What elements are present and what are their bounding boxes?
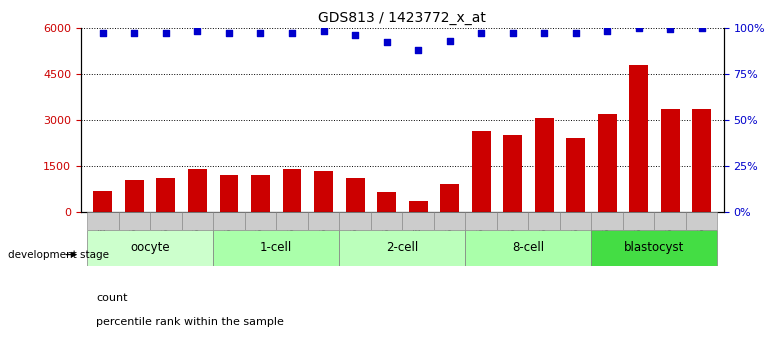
Point (223, 30, 235, 36)
Bar (497, 212, 528, 230)
Bar (686, 212, 718, 230)
Bar (371, 212, 403, 230)
Point (507, 30, 519, 36)
Bar (87, 212, 119, 230)
Text: percentile rank within the sample: percentile rank within the sample (96, 317, 284, 326)
Bar (534, 118, 554, 212)
Point (444, 38, 456, 43)
Text: 2-cell: 2-cell (387, 241, 418, 254)
Point (254, 30, 266, 36)
Point (538, 30, 551, 36)
Bar (566, 138, 585, 212)
Bar (434, 212, 465, 230)
Text: development stage: development stage (8, 250, 109, 259)
Point (475, 30, 487, 36)
Text: count: count (96, 294, 128, 303)
Bar (213, 212, 245, 230)
Point (317, 29, 330, 34)
Bar (409, 201, 427, 212)
Point (570, 30, 582, 36)
Bar (245, 212, 276, 230)
Bar (340, 212, 371, 230)
Point (349, 32, 361, 38)
Bar (340, 230, 465, 266)
Bar (188, 169, 207, 212)
Point (601, 29, 614, 34)
Point (191, 29, 203, 34)
Point (632, 25, 644, 30)
Bar (125, 180, 144, 212)
Title: GDS813 / 1423772_x_at: GDS813 / 1423772_x_at (318, 11, 487, 25)
Point (286, 30, 298, 36)
Bar (528, 212, 560, 230)
Bar (213, 230, 340, 266)
Bar (150, 212, 182, 230)
Bar (403, 212, 434, 230)
Bar (503, 135, 522, 212)
Bar (472, 131, 490, 212)
Bar (591, 212, 623, 230)
Bar (440, 185, 459, 212)
Bar (308, 212, 340, 230)
Bar (591, 230, 718, 266)
Point (380, 40, 393, 45)
Bar (623, 212, 654, 230)
Bar (87, 230, 213, 266)
Point (412, 47, 424, 52)
Text: blastocyst: blastocyst (624, 241, 685, 254)
Bar (219, 175, 239, 212)
Bar (465, 212, 497, 230)
Bar (654, 212, 686, 230)
Bar (93, 191, 112, 212)
Point (695, 25, 708, 30)
Bar (598, 114, 617, 212)
Bar (314, 171, 333, 212)
Bar (377, 192, 396, 212)
Point (664, 27, 676, 32)
Bar (251, 175, 270, 212)
Bar (629, 65, 648, 212)
Bar (119, 212, 150, 230)
Point (160, 30, 172, 36)
Bar (156, 178, 176, 212)
Bar (560, 212, 591, 230)
Bar (465, 230, 591, 266)
Bar (283, 169, 302, 212)
Bar (276, 212, 308, 230)
Bar (692, 109, 711, 212)
Bar (661, 109, 680, 212)
Bar (346, 178, 364, 212)
Point (129, 30, 141, 36)
Text: oocyte: oocyte (130, 241, 170, 254)
Bar (182, 212, 213, 230)
Point (97, 30, 109, 36)
Text: 1-cell: 1-cell (260, 241, 293, 254)
Text: 8-cell: 8-cell (512, 241, 544, 254)
